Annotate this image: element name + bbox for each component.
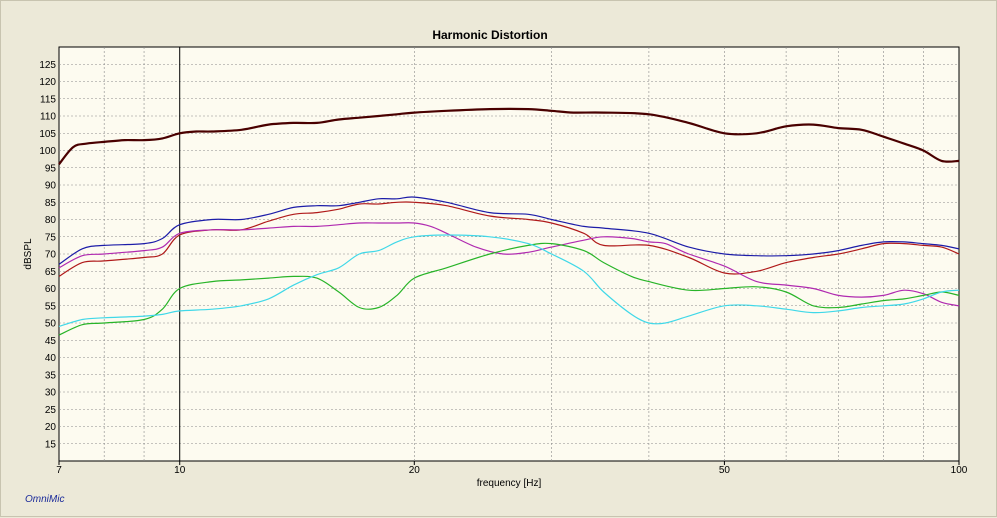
y-tick-label: 40 [45,353,57,364]
data-series [58,107,960,336]
omnimic-brand: OmniMic [25,494,65,505]
y-tick-label: 60 [45,284,57,295]
y-tick-label: 35 [45,370,57,381]
chart-title: Harmonic Distortion [432,28,547,42]
series-line-5 [58,234,960,327]
y-tick-label: 120 [39,77,56,88]
y-tick-label: 45 [45,336,57,347]
y-tick-label: 75 [45,232,57,243]
y-tick-label: 80 [45,215,57,226]
y-tick-label: 115 [40,94,56,105]
y-tick-label: 125 [39,60,56,71]
y-tick-label: 55 [45,301,57,312]
y-tick-label: 100 [39,146,56,157]
y-tick-label: 85 [45,198,57,209]
x-tick-label: 100 [951,465,968,476]
series-line-4 [58,242,960,336]
y-tick-label: 50 [45,319,57,330]
y-tick-label: 25 [45,405,57,416]
y-tick-label: 110 [40,112,56,123]
y-tick-label: 20 [45,422,57,433]
series-line-1 [58,196,960,265]
x-tick-label: 20 [409,465,421,476]
x-tick-label: 50 [719,465,731,476]
series-line-0 [58,107,960,166]
x-axis-ticks: 7 10 20 50 100 [56,461,968,476]
y-tick-label: 90 [45,181,57,192]
y-tick-label: 105 [39,129,56,140]
y-tick-label: 70 [45,250,57,261]
y-axis-ticks: 15 20 25 30 35 40 45 50 55 60 65 70 75 80 85 90 95 100 105… [39,60,56,451]
y-tick-label: 65 [45,267,57,278]
x-tick-label: 7 [56,465,62,476]
x-axis-label: frequency [Hz] [477,478,542,489]
y-axis-label: dBSPL [23,238,34,270]
series-line-3 [58,222,960,307]
x-tick-label: 10 [174,465,186,476]
y-tick-label: 95 [45,163,57,174]
y-tick-label: 30 [45,388,57,399]
y-tick-label: 15 [45,439,57,450]
